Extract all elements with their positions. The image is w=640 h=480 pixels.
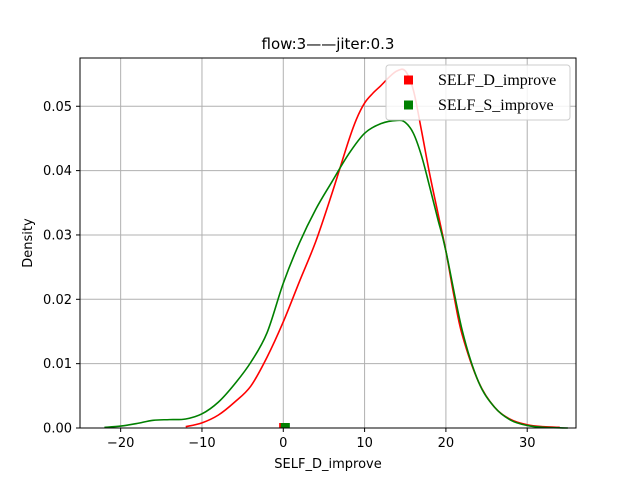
y-tick-label: 0.05 — [43, 100, 72, 115]
rug-points — [279, 423, 290, 428]
chart-title: flow:3——jiter:0.3 — [262, 35, 395, 53]
x-axis-ticks: −20 −10 0 10 20 30 — [107, 428, 536, 451]
density-curve-1 — [104, 119, 568, 429]
y-tick-label: 0.04 — [43, 164, 72, 179]
legend-marker — [404, 100, 413, 110]
x-tick-label: 20 — [438, 436, 455, 451]
y-tick-label: 0.02 — [43, 293, 72, 308]
y-axis-label: Density — [21, 218, 36, 268]
legend-label: SELF_D_improve — [438, 72, 556, 89]
y-tick-label: 0.03 — [43, 228, 72, 243]
legend: SELF_D_improve SELF_S_improve — [385, 64, 571, 121]
legend-box — [385, 64, 571, 121]
legend-label: SELF_S_improve — [438, 97, 554, 114]
x-tick-label: −20 — [107, 436, 134, 451]
x-axis-label: SELF_D_improve — [274, 457, 381, 472]
x-tick-label: 0 — [279, 436, 287, 451]
y-tick-label: 0.01 — [43, 357, 72, 372]
rug-marker — [284, 423, 290, 428]
grid — [80, 58, 576, 429]
y-tick-label: 0.00 — [43, 422, 72, 437]
y-axis-ticks: 0.00 0.01 0.02 0.03 0.04 0.05 — [43, 100, 80, 437]
plot-frame — [79, 57, 577, 429]
x-tick-label: 10 — [356, 436, 373, 451]
x-tick-label: 30 — [519, 436, 536, 451]
legend-marker — [404, 75, 413, 85]
rug-marker — [280, 423, 286, 428]
x-tick-label: −10 — [188, 436, 215, 451]
